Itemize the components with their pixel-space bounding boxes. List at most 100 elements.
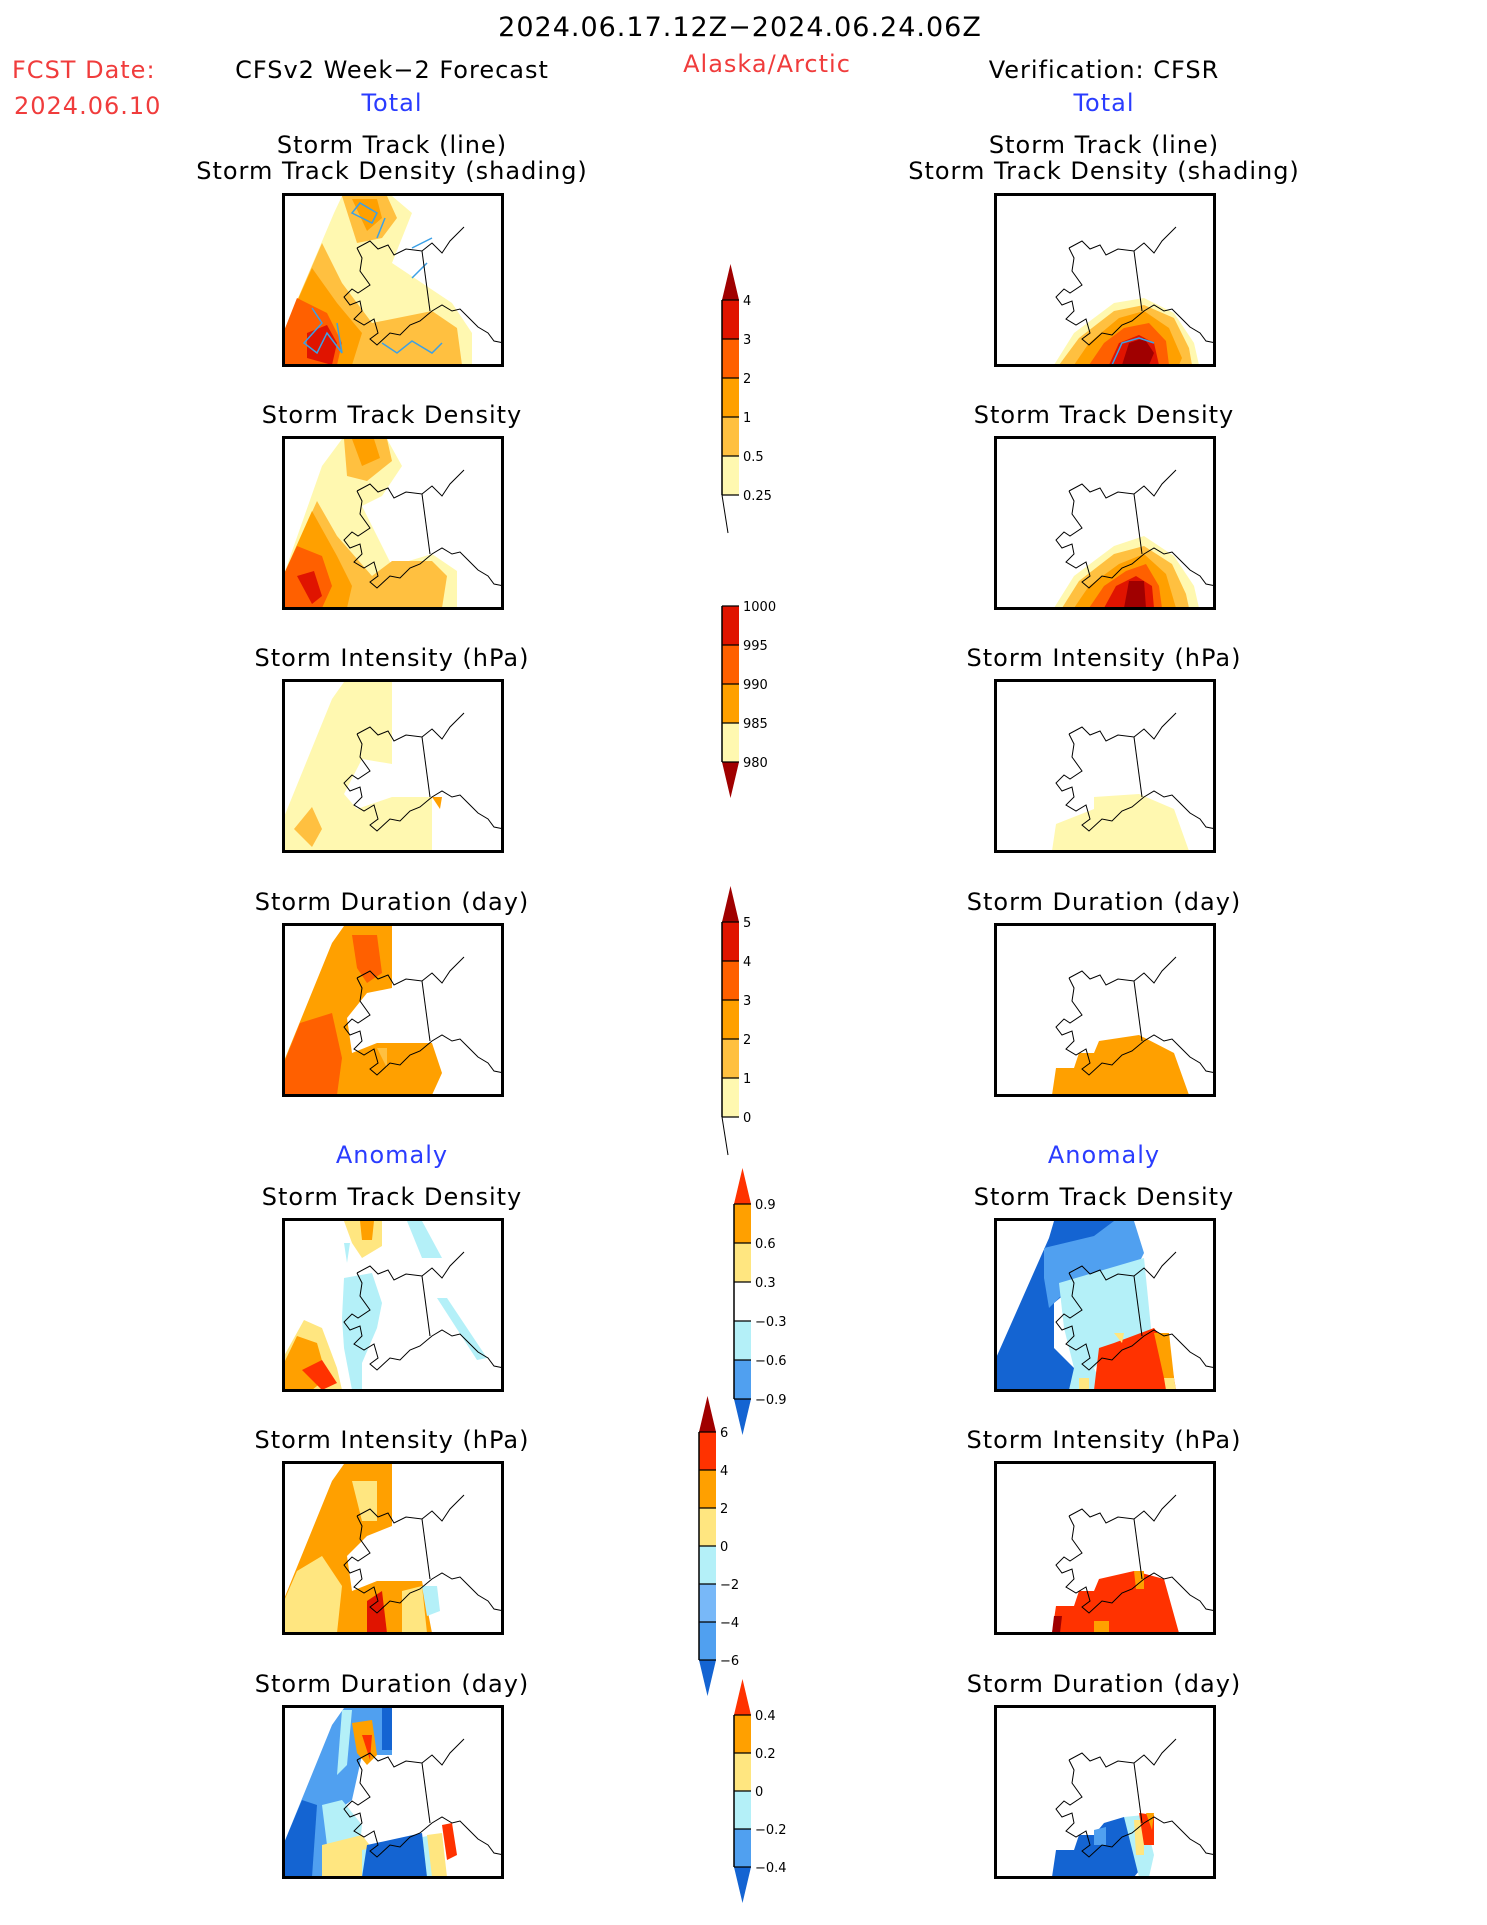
colorbar-tick-label: 995 <box>743 639 768 654</box>
colorbar-tick-label: −0.6 <box>755 1354 787 1369</box>
colorbar-segment <box>722 961 739 1000</box>
shaded-region <box>302 1360 337 1390</box>
canada-border-line <box>1133 1275 1143 1337</box>
shaded-region <box>1146 1813 1154 1830</box>
colorbar-tick-label: −0.2 <box>755 1823 787 1838</box>
colorbar-segment <box>722 417 739 456</box>
map-svg <box>282 923 504 1097</box>
map-frame <box>282 1461 504 1635</box>
colorbar-bottom-arrow <box>734 1399 751 1435</box>
map-verification-density-anomaly <box>994 1218 1216 1392</box>
colorbar-tick-label: 0 <box>720 1540 728 1555</box>
map-svg <box>994 1461 1216 1635</box>
colorbar-svg: 0 1 2 3 4 5 <box>721 886 751 1156</box>
colorbar-segment <box>734 1715 751 1753</box>
alaska-coastline <box>343 1759 504 1858</box>
storm-track-line <box>350 202 378 225</box>
left-panel1-title-line: Storm Track (line) <box>276 131 508 159</box>
shaded-region <box>1052 1817 1144 1877</box>
storm-track-line <box>302 307 343 355</box>
shaded-region <box>322 1800 362 1845</box>
map-svg <box>994 1705 1216 1879</box>
colorbar-top-arrow <box>722 886 739 922</box>
colorbar-density-anomaly: 0.9 0.6 0.3 −0.3 −0.6 −0.9 <box>733 1168 814 1445</box>
shaded-region <box>284 682 432 851</box>
shaded-region <box>427 1833 447 1877</box>
colorbar-segment <box>722 922 739 961</box>
colorbar-svg: 0.4 0.2 0 −0.2 −0.4 <box>733 1679 787 1903</box>
alaska-north-coast <box>1068 1738 1177 1768</box>
alaska-north-coast <box>356 1494 465 1524</box>
colorbar-tick-label: 985 <box>743 717 768 732</box>
alaska-coastline <box>343 1515 504 1614</box>
shaded-region <box>307 325 337 365</box>
shaded-region <box>352 439 380 466</box>
colorbar-density: 0.25 0.5 1 2 3 4 <box>721 264 802 545</box>
map-verification-density <box>994 436 1216 610</box>
alaska-north-coast <box>356 1251 465 1281</box>
right-panel2-title: Storm Track Density <box>973 401 1235 429</box>
alaska-coastline <box>1055 977 1216 1076</box>
left-panel7-title: Storm Duration (day) <box>254 1670 530 1698</box>
map-svg <box>994 436 1216 610</box>
colorbar-duration-anomaly: 0.4 0.2 0 −0.2 −0.4 <box>733 1679 814 1913</box>
map-forecast-intensity <box>282 679 504 853</box>
colorbar-tick-label: −0.9 <box>755 1393 787 1408</box>
shaded-region <box>1052 794 1189 851</box>
map-frame <box>282 1705 504 1879</box>
colorbar-segment <box>734 1321 751 1360</box>
colorbar-tick-label: 980 <box>743 756 768 771</box>
colorbar-bottom-arrow <box>699 1660 716 1696</box>
colorbar-segment <box>699 1584 716 1622</box>
canada-border-line <box>1133 980 1143 1042</box>
shaded-region <box>342 1273 382 1390</box>
left-anomaly-label: Anomaly <box>335 1141 449 1169</box>
colorbar-tick-label: 2 <box>743 372 751 387</box>
alaska-coastline <box>343 490 504 589</box>
map-svg <box>282 436 504 610</box>
colorbar-duration: 0 1 2 3 4 5 <box>721 886 802 1167</box>
colorbar-tick-label: −0.3 <box>755 1315 787 1330</box>
colorbar-segment <box>722 606 739 645</box>
colorbar-tick-label: 0.4 <box>755 1709 776 1724</box>
shaded-region <box>442 1823 457 1860</box>
colorbar-tick-label: 0 <box>743 1111 751 1126</box>
map-svg <box>282 1705 504 1879</box>
map-svg <box>282 1218 504 1392</box>
colorbar-tick-label: 4 <box>743 955 751 970</box>
shaded-region <box>1154 1333 1174 1378</box>
right-panel1-title-line: Storm Track (line) <box>988 131 1220 159</box>
map-forecast-density-anomaly <box>282 1218 504 1392</box>
map-verification-intensity-anomaly <box>994 1461 1216 1635</box>
colorbar-tick-label: 0.2 <box>755 1747 776 1762</box>
map-forecast-duration <box>282 923 504 1097</box>
alaska-north-coast <box>356 469 465 499</box>
colorbar-segment <box>734 1204 751 1243</box>
left-panel1-title-shading: Storm Track Density (shading) <box>196 157 588 185</box>
alaska-coastline <box>1055 490 1216 589</box>
alaska-north-coast <box>1068 956 1177 986</box>
shaded-region <box>1114 1333 1124 1343</box>
colorbar-segment <box>699 1432 716 1470</box>
canada-border-line <box>1133 493 1143 555</box>
colorbar-tick-label: 3 <box>743 994 751 1009</box>
canada-border-line <box>421 736 431 798</box>
shaded-region <box>1122 338 1154 365</box>
alaska-coastline <box>1055 1759 1216 1858</box>
shaded-region <box>1094 1621 1109 1633</box>
canada-border-line <box>1133 1762 1143 1824</box>
left-panel4-title: Storm Duration (day) <box>254 888 530 916</box>
map-svg <box>282 193 504 367</box>
left-panel3-title: Storm Intensity (hPa) <box>254 644 530 672</box>
colorbar-tick-label: 1 <box>743 1072 751 1087</box>
map-svg <box>994 1218 1216 1392</box>
colorbar-tick-label: 0.9 <box>755 1198 776 1213</box>
alaska-north-coast <box>1068 712 1177 742</box>
map-forecast-intensity-anomaly <box>282 1461 504 1635</box>
colorbar-tick-label: −0.4 <box>755 1861 787 1876</box>
alaska-coastline <box>343 247 504 346</box>
canada-border-line <box>421 1518 431 1580</box>
shaded-region <box>1094 1328 1176 1390</box>
alaska-coastline <box>343 733 504 832</box>
colorbar-tick-label: 6 <box>720 1426 728 1441</box>
